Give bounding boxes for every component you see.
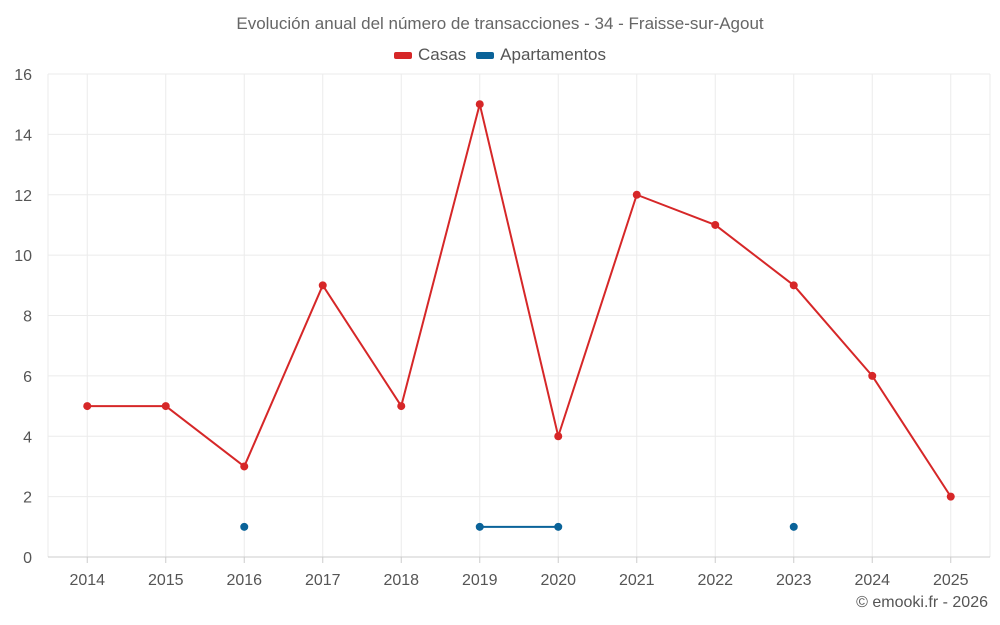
series-line bbox=[87, 103, 952, 498]
data-point[interactable] bbox=[83, 402, 92, 411]
y-tick-label: 4 bbox=[23, 429, 32, 446]
data-point[interactable] bbox=[161, 402, 170, 411]
data-point[interactable] bbox=[397, 402, 406, 411]
y-tick-label: 16 bbox=[14, 67, 32, 84]
x-tick-label: 2018 bbox=[383, 572, 419, 589]
data-point[interactable] bbox=[240, 522, 249, 531]
series-layer bbox=[83, 100, 955, 531]
legend-item-apartamentos[interactable]: Apartamentos bbox=[476, 45, 606, 65]
x-tick-label: 2017 bbox=[305, 572, 341, 589]
legend-swatch-casas bbox=[393, 51, 412, 59]
y-tick-label: 10 bbox=[14, 248, 32, 265]
chart-title: Evolución anual del número de transaccio… bbox=[236, 14, 764, 33]
data-point[interactable] bbox=[318, 281, 327, 290]
y-tick-label: 6 bbox=[23, 369, 32, 386]
data-point[interactable] bbox=[475, 100, 484, 109]
credit-text: © emooki.fr - 2026 bbox=[856, 594, 988, 611]
data-point[interactable] bbox=[554, 432, 563, 441]
y-tick-label: 0 bbox=[23, 550, 32, 567]
x-tick-label: 2023 bbox=[776, 572, 812, 589]
legend-item-casas[interactable]: Casas bbox=[393, 45, 467, 65]
x-tick-label: 2014 bbox=[69, 572, 105, 589]
legend-label-apartamentos: Apartamentos bbox=[500, 45, 607, 64]
x-tick-label: 2016 bbox=[226, 572, 262, 589]
y-tick-label: 14 bbox=[14, 127, 32, 144]
data-point[interactable] bbox=[946, 492, 955, 501]
series-casas bbox=[83, 100, 955, 501]
legend: Casas Apartamentos bbox=[0, 45, 1000, 65]
y-tick-label: 2 bbox=[23, 490, 32, 507]
data-point[interactable] bbox=[475, 522, 484, 531]
x-tick-label: 2020 bbox=[540, 572, 576, 589]
data-point[interactable] bbox=[554, 522, 563, 531]
y-tick-label: 12 bbox=[14, 188, 32, 205]
legend-swatch-apartamentos bbox=[476, 51, 495, 59]
data-point[interactable] bbox=[868, 371, 877, 380]
x-tick-label: 2025 bbox=[933, 572, 969, 589]
data-point[interactable] bbox=[711, 220, 720, 229]
x-tick-label: 2024 bbox=[854, 572, 890, 589]
x-tick-label: 2022 bbox=[697, 572, 733, 589]
data-point[interactable] bbox=[240, 462, 249, 471]
x-tick-label: 2019 bbox=[462, 572, 498, 589]
data-point[interactable] bbox=[789, 281, 798, 290]
data-point[interactable] bbox=[789, 522, 798, 531]
x-tick-label: 2021 bbox=[619, 572, 655, 589]
grid bbox=[47, 73, 991, 557]
data-point[interactable] bbox=[632, 190, 641, 199]
series-apartamentos bbox=[240, 522, 798, 531]
axes: 0 2 4 6 8 10 12 14 16 2014 2015 2016 2017 2018 2019 202… bbox=[14, 67, 990, 589]
x-tick-label: 2015 bbox=[148, 572, 184, 589]
legend-label-casas: Casas bbox=[417, 45, 467, 64]
y-tick-label: 8 bbox=[23, 309, 32, 326]
